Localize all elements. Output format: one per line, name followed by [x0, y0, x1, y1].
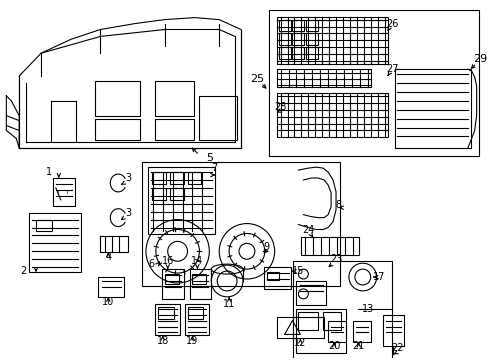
Text: 12: 12 — [294, 338, 306, 348]
Text: 16: 16 — [161, 256, 174, 266]
Bar — [263, 267, 291, 289]
Bar — [169, 172, 183, 184]
Bar — [298, 312, 318, 329]
Text: 17: 17 — [373, 272, 385, 282]
Bar — [36, 220, 52, 231]
Bar — [323, 312, 340, 329]
Text: 21: 21 — [352, 341, 364, 351]
Bar — [98, 277, 124, 297]
Bar — [53, 178, 75, 206]
Bar — [276, 317, 324, 338]
Text: 11: 11 — [223, 299, 235, 309]
Bar — [301, 238, 358, 255]
Text: 6: 6 — [148, 259, 155, 269]
Text: 23: 23 — [329, 254, 342, 264]
Bar — [164, 274, 178, 284]
Bar — [192, 274, 206, 284]
Text: 20: 20 — [327, 341, 340, 351]
Bar — [199, 96, 237, 140]
Text: 18: 18 — [156, 336, 168, 346]
Text: 19: 19 — [186, 336, 198, 346]
Bar — [292, 47, 304, 59]
Text: 24: 24 — [302, 225, 314, 234]
Bar — [296, 309, 345, 353]
Bar — [293, 261, 392, 360]
Bar — [152, 188, 165, 200]
Bar — [292, 19, 304, 31]
Text: 9: 9 — [263, 242, 269, 252]
Bar — [95, 81, 140, 116]
Bar — [278, 47, 290, 59]
Bar — [276, 69, 370, 87]
Bar — [266, 272, 278, 280]
Text: 10: 10 — [102, 297, 114, 307]
Text: 5: 5 — [205, 153, 212, 163]
Bar — [278, 19, 290, 31]
Bar — [327, 321, 345, 342]
Bar — [187, 172, 201, 184]
Bar — [296, 281, 325, 305]
Text: 25: 25 — [249, 74, 264, 84]
Text: 3: 3 — [125, 208, 131, 218]
Text: 26: 26 — [386, 19, 398, 28]
Bar — [142, 162, 339, 286]
Text: 28: 28 — [274, 102, 286, 112]
Text: 4: 4 — [105, 252, 111, 262]
Bar — [395, 69, 470, 148]
Bar — [305, 19, 318, 31]
Bar — [305, 33, 318, 45]
Bar — [276, 17, 387, 64]
Bar — [268, 10, 478, 156]
Bar — [95, 118, 140, 140]
Bar — [292, 33, 304, 45]
Text: 2: 2 — [20, 266, 26, 276]
Bar — [158, 307, 173, 319]
Bar — [278, 33, 290, 45]
Text: 7: 7 — [211, 163, 217, 173]
Bar — [155, 81, 194, 116]
Text: 29: 29 — [472, 54, 487, 64]
Bar — [152, 172, 165, 184]
Bar — [305, 47, 318, 59]
Text: 8: 8 — [334, 200, 341, 210]
Bar — [189, 269, 211, 299]
Bar — [148, 167, 215, 234]
Text: 15: 15 — [292, 266, 304, 276]
Bar — [187, 307, 203, 319]
Text: 22: 22 — [390, 343, 403, 353]
Text: 13: 13 — [361, 304, 373, 314]
Bar — [382, 315, 404, 346]
Bar — [100, 237, 128, 252]
Bar — [352, 321, 370, 342]
Bar — [276, 93, 387, 138]
Text: 14: 14 — [191, 256, 203, 266]
Bar — [169, 188, 183, 200]
Text: 27: 27 — [386, 64, 398, 74]
Bar — [29, 213, 81, 272]
Text: T: T — [65, 190, 68, 195]
Bar — [155, 304, 179, 336]
Bar — [184, 304, 209, 336]
Bar — [162, 269, 183, 299]
Text: 1: 1 — [46, 167, 52, 177]
Bar — [155, 118, 194, 140]
Text: T: T — [56, 190, 60, 195]
Text: 3: 3 — [125, 173, 131, 183]
